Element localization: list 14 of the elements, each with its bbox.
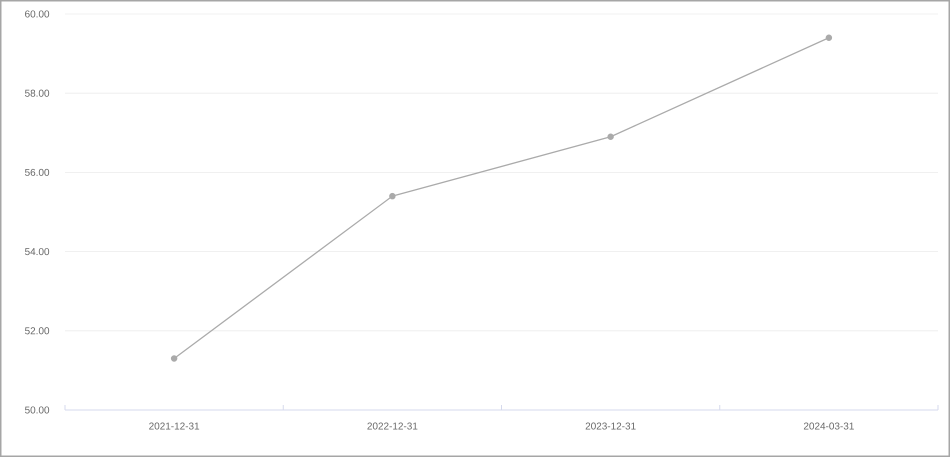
point bbox=[170, 355, 178, 362]
x-tick-label: 2023-12-31 bbox=[586, 422, 636, 430]
y-tick-label: 60.00 bbox=[25, 10, 50, 18]
y-tick-label: 50.00 bbox=[25, 406, 50, 414]
y-tick-label: 54.00 bbox=[25, 248, 50, 256]
x-tick-label: 2021-12-31 bbox=[149, 422, 200, 430]
y-tick-label: 56.00 bbox=[25, 168, 50, 176]
point bbox=[389, 192, 396, 200]
point bbox=[826, 34, 832, 41]
x-tick-label: 2022-12-31 bbox=[367, 422, 418, 430]
y-tick-label: 52.00 bbox=[25, 327, 50, 334]
point bbox=[607, 134, 614, 140]
x-tick-label: 2024-03-31 bbox=[804, 422, 854, 430]
y-tick-label: 58.00 bbox=[25, 90, 50, 97]
